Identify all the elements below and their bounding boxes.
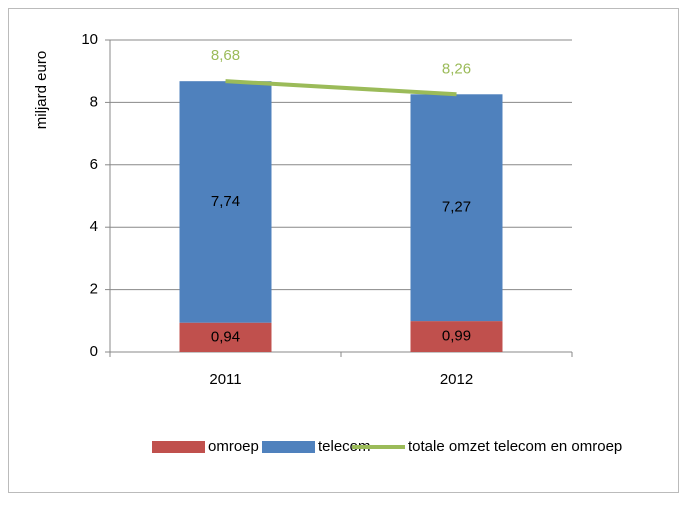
- legend-swatch: [262, 441, 315, 453]
- bar-segment: [410, 94, 503, 322]
- bar-value-label: 0,99: [442, 328, 471, 345]
- bar-segment: [179, 322, 272, 352]
- bar-segment: [410, 321, 503, 352]
- legend-label: totale omzet telecom en omroep: [408, 438, 622, 455]
- y-tick-label: 4: [90, 218, 98, 235]
- x-tick-label: 2011: [209, 371, 241, 388]
- y-tick-label: 6: [90, 156, 98, 173]
- bar-segment: [179, 81, 272, 323]
- bar-value-label: 0,94: [211, 328, 240, 345]
- chart-border: [8, 8, 679, 493]
- line-value-label: 8,68: [211, 47, 240, 64]
- legend-label: telecom: [318, 438, 371, 455]
- y-tick-label: 2: [90, 281, 98, 298]
- legend-label: omroep: [208, 438, 259, 455]
- bar-value-label: 7,27: [442, 199, 471, 216]
- y-tick-label: 0: [90, 343, 98, 360]
- total-line: [225, 79, 457, 97]
- y-tick-label: 10: [81, 31, 98, 48]
- line-value-label: 8,26: [442, 60, 471, 77]
- legend-swatch: [152, 441, 205, 453]
- y-axis-title: miljard euro: [33, 51, 50, 129]
- bar-value-label: 7,74: [211, 193, 240, 210]
- y-tick-label: 8: [90, 93, 98, 110]
- x-tick-label: 2012: [440, 371, 473, 388]
